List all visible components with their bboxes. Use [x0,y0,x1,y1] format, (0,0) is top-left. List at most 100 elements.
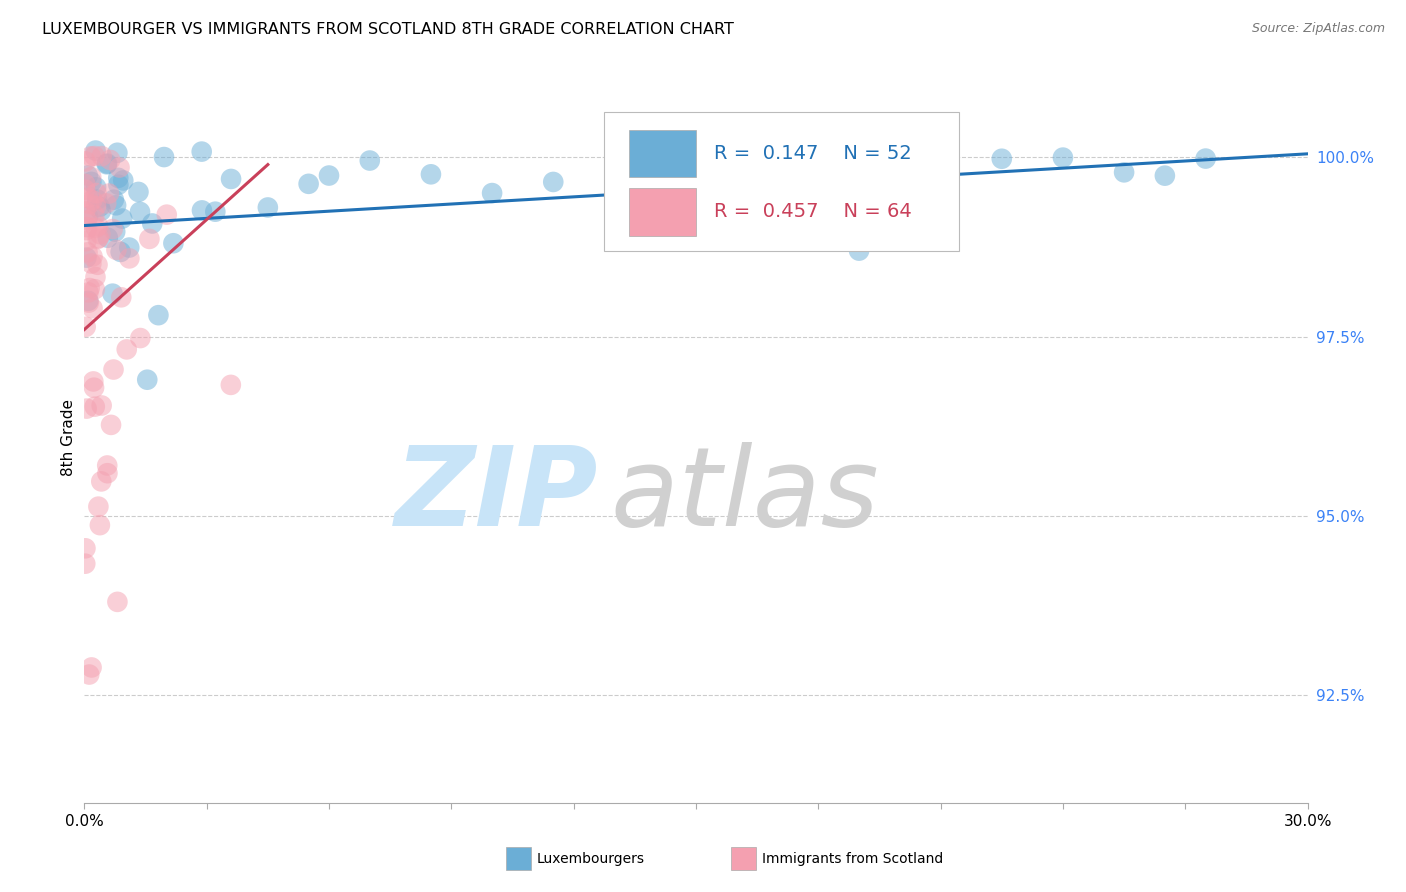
Point [96,467,118,481]
Point [89,227,111,242]
Point [90,149,112,163]
Point [83,381,105,395]
Point [77,285,100,300]
Point [79,197,101,211]
Text: LUXEMBOURGER VS IMMIGRANTS FROM SCOTLAND 8TH GRADE CORRELATION CHART: LUXEMBOURGER VS IMMIGRANTS FROM SCOTLAND… [42,22,734,37]
Point [318,169,340,183]
Point [481,186,503,200]
Point [101,286,124,301]
Point [110,290,132,304]
Point [107,178,129,192]
Point [76,220,98,235]
Point [82,301,104,316]
Point [89,200,111,214]
Point [83,400,105,414]
Point [118,241,141,255]
Point [148,308,170,322]
Point [75,177,97,191]
Point [162,236,184,251]
Point [90,399,112,413]
Point [1195,152,1218,166]
Point [75,319,97,334]
Point [84,270,107,285]
Point [76,401,98,416]
Point [80,660,103,674]
Point [84,220,107,235]
Point [298,177,321,191]
Point [96,156,118,170]
Point [87,231,110,245]
Point [1052,151,1074,165]
Point [190,145,212,159]
Point [118,252,141,266]
Point [105,198,128,212]
Point [1114,165,1136,179]
Point [359,153,381,168]
Point [96,196,118,211]
Text: ZIP: ZIP [395,442,598,549]
Point [991,152,1014,166]
Point [603,176,626,190]
Text: Immigrants from Scotland: Immigrants from Scotland [762,852,943,866]
Y-axis label: 8th Grade: 8th Grade [60,399,76,475]
Point [111,211,134,226]
FancyBboxPatch shape [628,188,696,235]
Point [77,210,100,224]
Point [75,251,97,265]
Point [80,175,103,189]
Point [257,201,280,215]
Text: Luxembourgers: Luxembourgers [537,852,645,866]
Point [204,204,226,219]
Point [115,343,138,357]
Point [420,167,443,181]
Point [100,417,122,432]
Point [129,205,152,219]
Point [86,193,108,207]
Point [82,250,104,264]
Point [191,203,214,218]
Point [89,518,111,533]
Point [86,186,108,200]
FancyBboxPatch shape [605,112,959,251]
Point [75,557,97,571]
Point [83,149,105,163]
Point [76,191,98,205]
Point [80,169,103,184]
Point [105,145,128,160]
Point [76,169,98,183]
Point [129,331,152,345]
Point [75,234,97,248]
Point [87,219,110,233]
Point [82,193,104,207]
Point [103,362,125,376]
Point [82,375,104,389]
Point [83,282,105,296]
Point [219,172,242,186]
Point [76,245,98,260]
Point [84,144,107,158]
Point [105,243,128,257]
Point [107,170,129,185]
Point [103,193,125,207]
Point [80,149,103,163]
Point [112,173,135,187]
Point [848,244,870,258]
Point [110,244,132,259]
Point [127,185,149,199]
Point [86,232,108,246]
Point [136,373,159,387]
Point [108,161,131,175]
Point [107,595,129,609]
Point [98,153,121,167]
Point [97,186,120,201]
Point [77,293,100,308]
Point [75,154,97,169]
Point [543,175,565,189]
Point [96,458,118,473]
Text: Source: ZipAtlas.com: Source: ZipAtlas.com [1251,22,1385,36]
Point [84,199,107,213]
Point [75,204,97,219]
Point [929,169,952,184]
Point [104,225,127,239]
Point [76,213,98,227]
